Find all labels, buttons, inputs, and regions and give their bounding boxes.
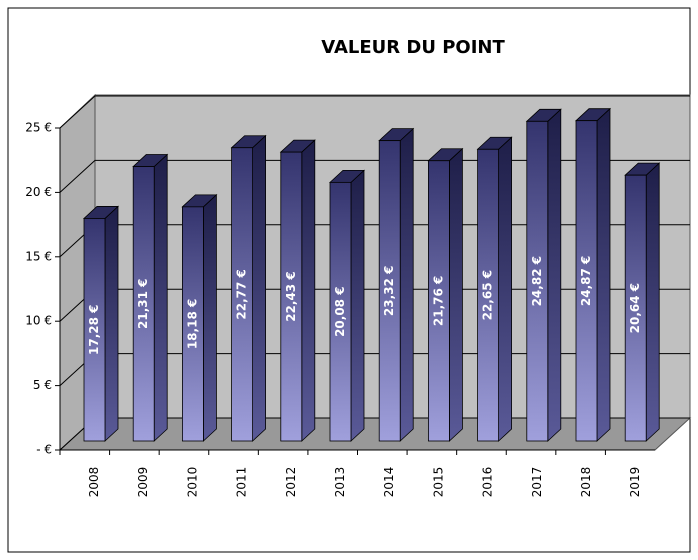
value-label: 17,28 € [87, 304, 101, 354]
bar-side [202, 193, 217, 442]
x-tick-label: 2009 [136, 467, 150, 498]
y-tick-label: 5 € [33, 378, 52, 392]
value-label: 24,82 € [530, 256, 544, 306]
value-label: 22,77 € [235, 269, 249, 319]
x-tick-label: 2015 [431, 467, 445, 498]
bar [378, 140, 401, 442]
y-tick-label: 15 € [25, 249, 52, 263]
bar-side [596, 107, 611, 442]
bar [427, 160, 450, 442]
value-label: 22,65 € [481, 270, 495, 320]
bar [181, 206, 204, 442]
x-tick-label: 2013 [333, 467, 347, 498]
bar-side [547, 108, 562, 442]
value-label: 20,64 € [628, 283, 642, 333]
bar [526, 120, 549, 442]
bar-side [301, 139, 316, 442]
x-tick-label: 2010 [185, 467, 199, 498]
bar [280, 151, 303, 442]
bar [477, 148, 500, 442]
bar [231, 147, 254, 442]
bar-side [252, 134, 267, 442]
bar-side [153, 153, 168, 442]
bar [624, 174, 647, 442]
y-tick-label: - € [36, 443, 52, 457]
x-tick-label: 2017 [530, 467, 544, 498]
y-tick-label: 25 € [25, 121, 52, 135]
x-tick-label: 2016 [481, 467, 495, 498]
x-tick-label: 2019 [628, 467, 642, 498]
grid-line [59, 95, 690, 129]
bar-side [104, 205, 119, 442]
value-label: 22,43 € [284, 271, 298, 321]
value-label: 18,18 € [185, 299, 199, 349]
bar [83, 218, 106, 442]
value-label: 24,87 € [579, 256, 593, 306]
y-tick-label: 10 € [25, 314, 52, 328]
chart-title: VALEUR DU POINT [321, 37, 505, 58]
x-tick-label: 2012 [284, 467, 298, 498]
value-label: 20,08 € [333, 286, 347, 336]
y-tick-label: 20 € [25, 185, 52, 199]
value-label: 21,31 € [136, 279, 150, 329]
bar [329, 181, 352, 442]
bar-side [350, 169, 365, 442]
bar [132, 166, 155, 442]
value-label: 21,76 € [431, 276, 445, 326]
bar [575, 120, 598, 442]
bar-side [399, 127, 414, 442]
x-tick-label: 2008 [87, 467, 101, 498]
value-label: 23,32 € [382, 266, 396, 316]
x-tick-label: 2011 [235, 467, 249, 498]
bar-side [448, 147, 463, 442]
x-tick-label: 2018 [579, 467, 593, 498]
bar-side [498, 136, 513, 442]
bar-side [645, 162, 660, 442]
x-tick-label: 2014 [382, 467, 396, 498]
